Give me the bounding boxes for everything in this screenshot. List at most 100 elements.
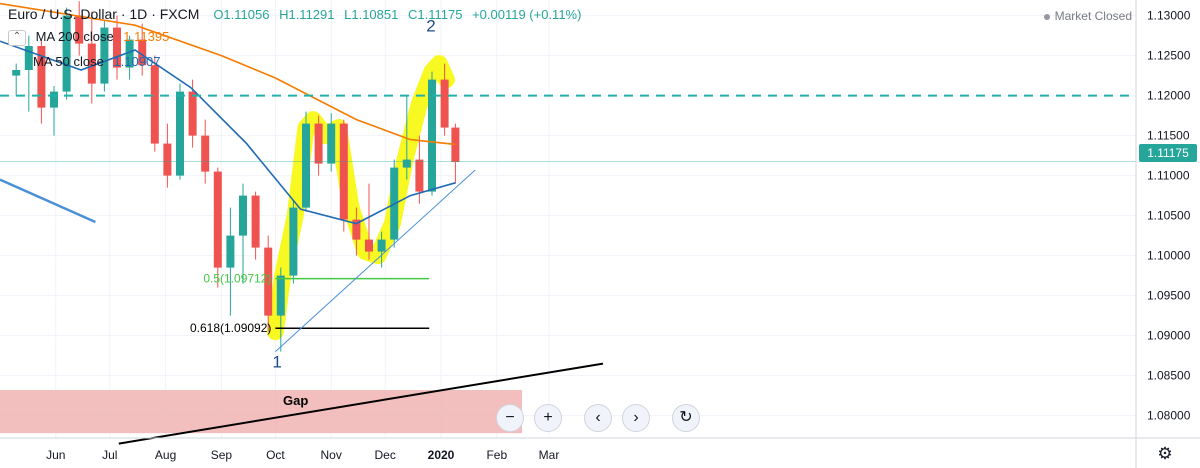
candle-body: [402, 159, 411, 168]
chevron-up-icon[interactable]: ⌃: [8, 29, 26, 46]
candle-body: [138, 39, 147, 66]
candle-body: [289, 207, 298, 276]
last-price-tag: 1.11175: [1139, 144, 1197, 162]
y-tick-label: 1.11000: [1147, 169, 1190, 183]
candle-body: [440, 79, 449, 128]
candle-body: [239, 195, 247, 236]
fib-50-label: 0.5(1.09712): [203, 272, 271, 286]
fib-618-label: 0.618(1.09092): [190, 321, 271, 335]
interval-label[interactable]: 1D: [129, 6, 148, 22]
y-tick-label: 1.11500: [1147, 129, 1190, 143]
candle-body: [50, 91, 58, 108]
candle-body: [12, 70, 21, 76]
minus-icon[interactable]: −: [496, 404, 524, 432]
title-sep-2: ·: [151, 6, 160, 22]
open-value: O1.11056: [213, 7, 270, 22]
x-tick-label: Sep: [211, 448, 233, 462]
ma50-value: 1.10907: [113, 54, 161, 69]
legend-ma200[interactable]: ⌃ MA 200 close 1.11395: [8, 29, 169, 46]
candle-body: [314, 123, 323, 164]
chart-grid: [0, 0, 1136, 438]
x-tick-label: 2020: [428, 448, 455, 462]
candle-body: [264, 247, 273, 316]
candle-body: [352, 219, 361, 240]
x-tick-label: Aug: [155, 448, 176, 462]
candle-body: [213, 171, 222, 268]
y-tick-label: 1.13000: [1147, 9, 1191, 23]
trendline: [275, 169, 476, 352]
candle-body: [188, 91, 197, 136]
close-value: C1.11175: [407, 7, 463, 22]
trendline: [0, 178, 96, 224]
x-tick-label: Jul: [102, 448, 117, 462]
ma50-label: MA 50 close: [33, 54, 104, 69]
ma200-value: 1.11395: [123, 29, 170, 44]
x-tick-label: Jun: [46, 448, 65, 462]
x-tick-label: Feb: [486, 448, 507, 462]
wave-2-label: 2: [426, 17, 435, 36]
candle-body: [415, 159, 424, 192]
ohlc-readout: O1.11056 H1.11291 L1.10851 C1.11175 +0.0…: [213, 7, 587, 22]
y-tick-label: 1.10500: [1147, 209, 1191, 223]
gap-zone-layer: [0, 390, 522, 434]
candle-body: [327, 123, 336, 164]
plus-icon[interactable]: +: [534, 404, 562, 432]
trendline: [118, 362, 604, 445]
chevron-left-icon[interactable]: ‹: [584, 404, 612, 432]
candle-body: [113, 27, 121, 68]
low-value: L1.10851: [344, 7, 399, 22]
candle-body: [451, 127, 460, 162]
candle-body: [37, 46, 46, 108]
candle-body: [365, 239, 373, 252]
candle-body: [339, 123, 348, 220]
candle-body: [226, 235, 235, 268]
title-sep-1: ·: [120, 6, 130, 22]
y-tick-label: 1.09000: [1147, 329, 1191, 343]
highlight-layer: [266, 55, 455, 341]
reset-icon[interactable]: ↻: [672, 404, 700, 432]
annotations-layer: 1 2 0.5(1.09712) 0.618(1.09092) Gap: [190, 17, 436, 408]
y-tick-label: 1.12000: [1147, 89, 1191, 103]
gap-label: Gap: [283, 393, 308, 408]
x-tick-label: Nov: [321, 448, 342, 462]
candle-body: [87, 43, 96, 84]
chevron-right-icon[interactable]: ›: [622, 404, 650, 432]
candle-body: [302, 123, 310, 208]
candle-body: [201, 135, 210, 172]
gear-icon[interactable]: ⚙: [1157, 444, 1173, 463]
y-tick-label: 1.08500: [1147, 369, 1191, 383]
ma200-label: MA 200 close: [35, 29, 114, 44]
market-status-label: Market Closed: [1054, 9, 1132, 23]
change-value: +0.00119 (+0.11%): [472, 7, 582, 22]
ma50-line: [0, 40, 456, 225]
highlight-stroke: [266, 55, 455, 341]
symbol-title: Euro / U.S. Dollar: [8, 6, 117, 22]
candle-body: [377, 239, 386, 252]
exchange-label: FXCM: [159, 6, 200, 22]
candles-layer: [12, 1, 460, 352]
y-tick-label: 1.10000: [1147, 249, 1191, 263]
moving-averages-layer: [0, 2, 456, 225]
x-tick-label: Oct: [266, 448, 285, 462]
chart-header: Euro / U.S. Dollar · 1D · FXCM O1.11056 …: [8, 6, 587, 22]
candle-body: [75, 15, 84, 44]
candle-body: [163, 143, 172, 176]
high-value: H1.11291: [279, 7, 335, 22]
status-dot-icon: [1043, 13, 1050, 20]
candle-body: [276, 275, 285, 316]
ma200-line: [0, 2, 456, 146]
candle-body: [176, 91, 184, 176]
candle-body: [62, 15, 71, 92]
legend-ma50[interactable]: MA 50 close 1.10907: [33, 54, 160, 69]
candle-body: [125, 39, 134, 68]
x-tick-label: Dec: [375, 448, 396, 462]
wave-1-label: 1: [272, 353, 281, 372]
gap-zone: [0, 390, 522, 434]
y-tick-label: 1.08000: [1147, 409, 1191, 423]
x-tick-label: Mar: [539, 448, 560, 462]
candle-body: [428, 79, 436, 192]
y-tick-label: 1.12500: [1147, 49, 1191, 63]
candle-body: [150, 65, 159, 144]
